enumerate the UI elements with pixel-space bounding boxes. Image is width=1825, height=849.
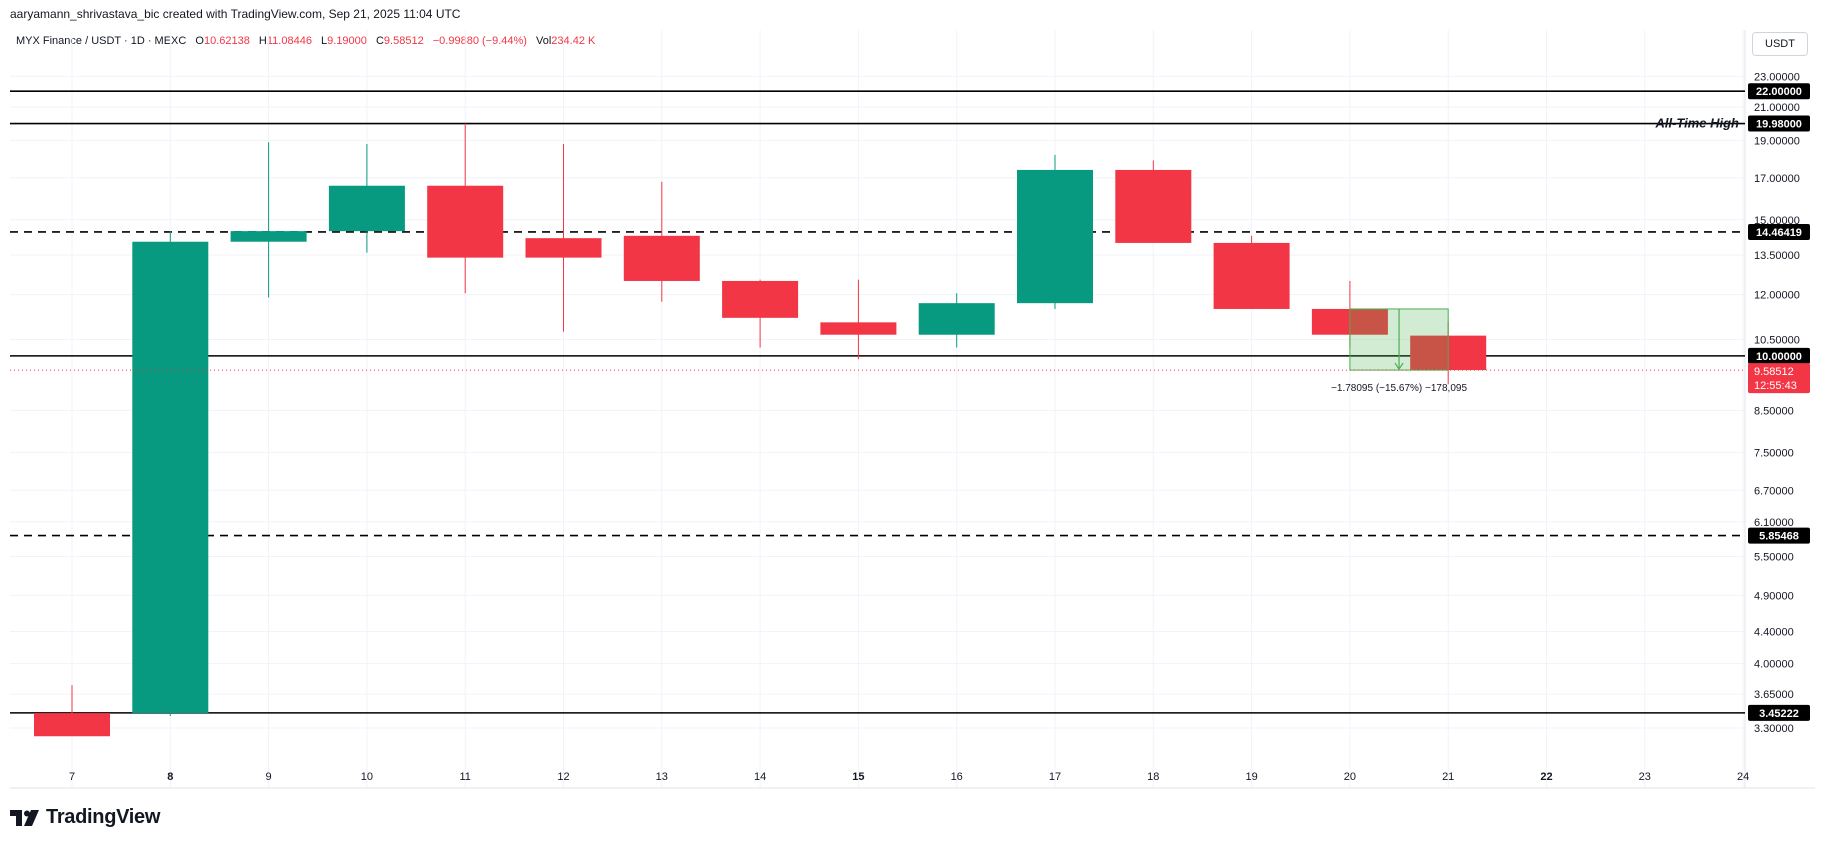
x-tick-label: 10: [361, 771, 373, 783]
price-level-tag: [1748, 527, 1810, 544]
chart-caption: aaryamann_shrivastava_bic created with T…: [10, 7, 461, 21]
price-level-tag: [1748, 223, 1810, 240]
measure-label: −1.78095 (−15.67%) −178,095: [1331, 383, 1467, 394]
y-tick-label: 3.65000: [1754, 689, 1794, 701]
price-level-label: 19.98000: [1756, 119, 1802, 131]
countdown-label: 12:55:43: [1754, 380, 1797, 392]
y-tick-label: 4.40000: [1754, 626, 1794, 638]
x-tick-label: 12: [557, 771, 569, 783]
x-tick-label: 11: [459, 771, 470, 783]
candle-body: [34, 713, 110, 737]
candle-body: [427, 185, 504, 258]
candle-body: [918, 303, 995, 335]
x-tick-label: 13: [656, 771, 668, 783]
x-tick-label: 15: [852, 771, 864, 783]
candle-body: [722, 280, 799, 318]
tradingview-logo[interactable]: TradingView: [10, 806, 160, 829]
y-tick-label: 17.00000: [1754, 173, 1800, 185]
currency-button[interactable]: USDT: [1752, 32, 1808, 56]
candle-body: [132, 241, 209, 714]
price-level-tag: [1748, 347, 1810, 364]
candle-body: [328, 185, 405, 232]
y-tick-label: 3.30000: [1754, 723, 1794, 735]
close-label: C: [375, 35, 384, 47]
high-value: 11.08446: [266, 35, 312, 47]
price-level-label: 14.46419: [1756, 227, 1802, 239]
price-level-tag: [1748, 83, 1810, 100]
open-label: O: [195, 35, 204, 47]
candle-body: [525, 238, 602, 258]
x-tick-label: 17: [1049, 771, 1061, 783]
symbol-name[interactable]: MYX Finance / USDT · 1D · MEXC: [16, 35, 187, 47]
all-time-high-annotation: All-Time High: [1654, 116, 1739, 131]
volume-label: Vol: [536, 35, 552, 47]
candle-body: [1213, 242, 1290, 309]
candle-body: [820, 322, 897, 335]
x-tick-label: 21: [1442, 771, 1454, 783]
price-level-label: 10.00000: [1756, 351, 1802, 363]
price-level-label: 5.85468: [1759, 531, 1799, 543]
high-label: H: [258, 35, 267, 47]
price-level-tag: [1748, 704, 1810, 721]
y-tick-label: 19.00000: [1754, 135, 1800, 147]
x-tick-label: 19: [1245, 771, 1257, 783]
tradingview-logo-icon: [10, 809, 39, 826]
y-tick-label: 12.00000: [1754, 290, 1800, 302]
x-tick-label: 8: [167, 771, 173, 783]
last-price-tag: [1748, 363, 1810, 394]
y-tick-label: 4.00000: [1754, 658, 1794, 670]
y-tick-label: 6.70000: [1754, 485, 1794, 497]
close-value: 9.58512: [383, 35, 424, 47]
measure-arrow-head: [1394, 362, 1404, 371]
price-level-tag: [1748, 115, 1810, 132]
x-tick-label: 18: [1147, 771, 1159, 783]
y-tick-label: 10.50000: [1754, 334, 1800, 346]
y-tick-label: 4.90000: [1754, 590, 1794, 602]
candle-body: [1115, 169, 1192, 243]
x-tick-label: 20: [1344, 771, 1356, 783]
x-tick-label: 7: [69, 771, 75, 783]
x-tick-label: 24: [1737, 771, 1749, 783]
candle-body: [230, 231, 307, 242]
price-level-label: 22.00000: [1756, 86, 1802, 98]
candle-body: [623, 235, 700, 281]
volume-value: 234.42 K: [551, 35, 596, 47]
x-tick-label: 14: [754, 771, 766, 783]
y-tick-label: 13.50000: [1754, 250, 1800, 262]
y-tick-label: 15.00000: [1754, 215, 1800, 227]
low-value: 9.19000: [327, 35, 367, 47]
y-tick-label: 6.10000: [1754, 517, 1794, 529]
candle-body: [1017, 169, 1093, 304]
x-tick-label: 16: [951, 771, 963, 783]
x-tick-label: 22: [1540, 771, 1552, 783]
y-tick-label: 23.00000: [1754, 71, 1800, 83]
y-tick-label: 8.50000: [1754, 405, 1794, 417]
low-label: L: [321, 35, 328, 47]
change-value: −0.99880 (−9.44%): [432, 35, 527, 47]
x-tick-label: 9: [266, 771, 272, 783]
last-price-label: 9.58512: [1754, 366, 1794, 378]
open-value: 10.62138: [203, 35, 250, 47]
tradingview-brand: TradingView: [46, 806, 161, 828]
price-level-label: 3.45222: [1759, 708, 1799, 720]
y-tick-label: 21.00000: [1754, 102, 1800, 114]
x-tick-label: 23: [1639, 771, 1651, 783]
symbol-legend: MYX Finance / USDT · 1D · MEXC O10.62138…: [16, 35, 595, 47]
y-tick-label: 5.50000: [1754, 552, 1794, 564]
y-tick-label: 7.50000: [1754, 447, 1794, 459]
